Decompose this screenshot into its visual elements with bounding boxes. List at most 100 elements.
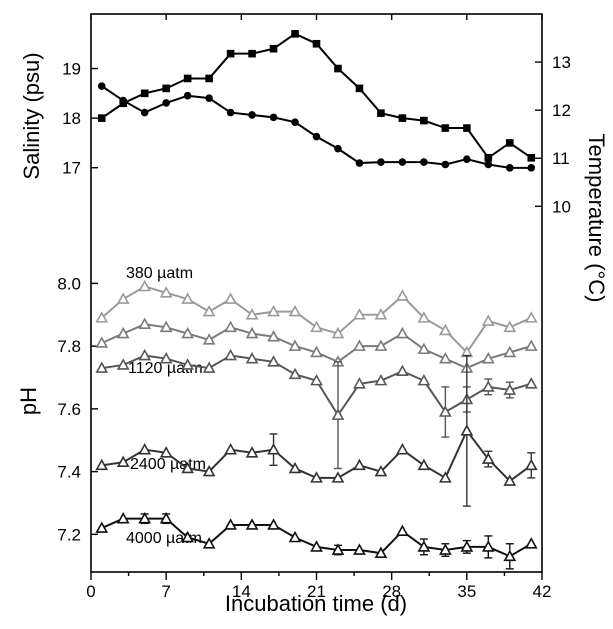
temperature-point [162,99,170,107]
ph-4000-point [524,537,538,549]
temperature-point [484,160,493,169]
ph-4000-point [417,540,431,552]
salinity-point [205,74,213,83]
salinity-point [527,153,536,162]
ph-4000-point [396,524,409,537]
ph-380-point [116,292,130,304]
ph-380-point [181,292,195,304]
x-axis-title: Incubation time (d) [225,591,407,616]
temperature-point [505,164,514,172]
ph-2400-point [438,471,452,483]
ph-4000-point [267,518,280,530]
ph-2400-point [202,464,216,477]
salinity-point [248,49,256,58]
ph-750-point [245,326,259,339]
ph-750-point [95,336,109,348]
ph-750-point [224,320,237,333]
salinity-point [463,124,471,132]
x-tick-label: 21 [307,582,326,601]
ph-4000-point [159,512,173,524]
ph-2400-point [224,442,237,455]
ph-750-point [288,339,302,351]
ph-750-point [503,345,517,358]
ph-2400-point [159,446,173,458]
temperature-tick-label: 10 [552,197,571,216]
salinity-point [183,74,192,83]
ph-750-point [202,333,216,345]
temperature-point [377,158,385,166]
ph-750-point [481,352,495,364]
salinity-point [484,153,493,162]
ph-4000-point [374,546,388,558]
series-label-380: 380 µatm [126,265,193,282]
ph-1120-point [417,373,431,386]
x-tick-label: 28 [382,582,401,601]
salinity-point [97,114,106,122]
temperature-point [398,158,407,166]
ph-2400-point [95,458,109,471]
ph-380-point [310,320,323,333]
temperature-point [334,144,342,153]
temperature-point [119,96,128,105]
salinity-point [377,109,385,117]
x-tick-label: 35 [457,582,476,601]
salinity-point [162,84,170,93]
ph-1120-point [138,348,152,361]
ph-axis-title: pH [16,387,41,415]
temperature-point [312,132,321,141]
ph-tick-label: 7.4 [57,463,81,482]
ph-380-point [524,311,538,323]
ph-4000-point [438,543,452,555]
ph-4000-point [138,512,152,524]
ph-750-point [417,342,431,355]
temperature-point [527,164,536,172]
temperature-point [97,82,106,90]
ph-380-point [396,289,409,301]
salinity-point [355,84,364,93]
ph-380-point [138,279,152,292]
ph-380-point [95,311,109,323]
salinity-point [505,139,514,147]
ph-tick-label: 7.8 [57,337,81,356]
temperature-point [291,118,299,126]
x-tick-label: 14 [232,582,251,601]
ph-1120-point [288,367,302,380]
ph-750-point [438,352,452,364]
ph-4000-point [331,543,345,555]
temperature-point [355,159,364,167]
ph-1120-point [331,408,345,420]
temperature-point [205,94,213,102]
ph-4000-point [202,537,216,549]
ph-2400-point [288,461,302,474]
ph-2400-point [503,474,517,486]
ph-2400-point [310,471,323,483]
ph-1120-point [159,352,173,364]
temperature-point [248,111,256,119]
ph-1120-point [503,383,517,395]
temperature-point [420,158,428,166]
ph-tick-label: 7.6 [57,400,81,419]
temperature-axis-title: Temperature (°C) [584,134,609,303]
salinity-point [334,64,342,73]
temperature-point [226,108,235,117]
ph-2400-point [460,424,474,436]
ph-1120-point [438,405,452,417]
ph-1120-point [181,358,195,370]
marks-layer [95,30,538,570]
salinity-tick-label: 19 [62,60,81,79]
ph-1120-point [310,373,323,386]
ph-1120-point [396,364,409,377]
ph-380-point [481,314,495,326]
ticks-layer: 0 7 14 21 28 35 42 17 18 19 10 11 12 13 7.2 7.4 7.6 7.8 8.… [57,14,571,601]
ph-1120-point [353,377,366,389]
ph-2400-point [417,458,431,471]
ph-4000-point [460,540,474,552]
ph-380-point [267,304,280,317]
ph-380-point [202,304,216,317]
ph-750-point [138,317,152,329]
ph-4000-point [503,549,517,562]
ph-1120-point [245,352,259,364]
ph-2400-point [374,464,388,477]
ph-750-point [159,320,173,333]
ph-380-point [159,286,173,298]
